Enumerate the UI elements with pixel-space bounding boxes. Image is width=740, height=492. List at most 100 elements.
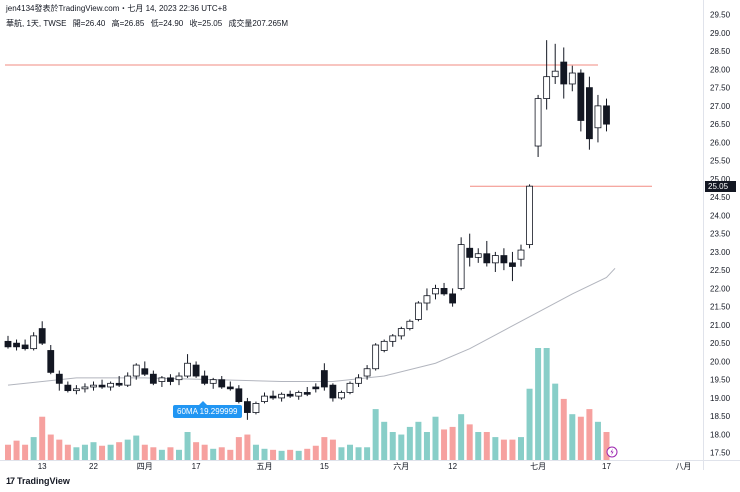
volume-bar (124, 439, 131, 460)
candle-body (603, 105, 610, 125)
volume-bar (235, 437, 242, 460)
price-tick-label: 19.00 (710, 394, 731, 403)
volume-bar (278, 450, 285, 460)
volume-bar (158, 449, 165, 460)
volume-bar (329, 439, 336, 460)
candle-body (243, 401, 251, 413)
volume-bar (107, 444, 114, 460)
price-tick-label: 22.50 (710, 266, 731, 275)
price-tick-label: 25.00 (710, 175, 731, 184)
volume-bar (312, 445, 319, 460)
tradingview-brand[interactable]: 17 TradingView (6, 476, 70, 486)
volume-bar (304, 448, 311, 460)
volume-bar (64, 444, 71, 460)
price-tick-label: 20.50 (710, 339, 731, 348)
volume-bar (441, 429, 448, 460)
candle-body (158, 377, 166, 382)
volume-bar (227, 449, 234, 460)
volume-bar (270, 449, 277, 460)
candle-body (286, 393, 294, 397)
volume-bar (569, 414, 576, 460)
volume-bar (594, 421, 601, 460)
price-tick-label: 21.50 (710, 303, 731, 312)
volume-bars (5, 348, 610, 460)
candle-body (141, 368, 149, 375)
volume-bar (193, 442, 200, 460)
candle-body (414, 302, 422, 320)
candle-body (449, 293, 457, 304)
volume-bar (90, 442, 97, 460)
volume-bar (184, 432, 191, 460)
time-tick-label: 17 (602, 462, 611, 471)
symbol-info[interactable]: 華航, 1天, TWSE (6, 19, 67, 28)
price-tick-label: 18.00 (710, 430, 731, 439)
candle-body (192, 364, 200, 377)
alert-icon[interactable] (606, 446, 618, 458)
ma-tooltip: 60MA 19.299999 (173, 401, 242, 418)
volume-bar (372, 409, 379, 460)
volume-bar (432, 416, 439, 460)
candle-body (81, 386, 89, 390)
volume-bar (150, 447, 157, 460)
candle-body (320, 370, 328, 388)
candle-body (13, 342, 20, 348)
candle-body (509, 262, 516, 267)
volume-bar (389, 432, 396, 460)
candle-body (201, 375, 209, 384)
candle-body (303, 392, 311, 395)
price-tick-label: 24.00 (710, 211, 731, 220)
candle-body (218, 379, 226, 388)
candle-body (534, 98, 542, 147)
price-tick-label: 29.00 (710, 29, 731, 38)
candle-body (551, 70, 559, 78)
volume-bar (483, 432, 490, 460)
candle-body (235, 388, 243, 402)
volume-bar (449, 426, 456, 460)
volume-bar (5, 444, 11, 460)
candle-body (346, 382, 354, 393)
volume-bar (338, 447, 345, 460)
volume-bar (364, 447, 371, 460)
candle-body (440, 288, 448, 295)
price-tick-label: 18.50 (710, 412, 731, 421)
candle-body (124, 375, 132, 386)
volume-bar (47, 434, 54, 460)
price-tick-label: 27.00 (710, 102, 731, 111)
volume-bar (406, 426, 413, 460)
volume-bar (347, 444, 353, 460)
candle-body (38, 328, 46, 344)
volume-bar (586, 409, 593, 460)
volume-bar (141, 444, 148, 460)
candle-body (543, 76, 551, 99)
time-tick-label: 12 (448, 462, 457, 471)
candle-body (149, 373, 157, 384)
volume-bar (201, 444, 208, 460)
price-tick-label: 23.00 (710, 248, 731, 257)
volume-bar (218, 447, 225, 460)
price-tick-label: 20.00 (710, 357, 731, 366)
time-tick-label: 四月 (137, 462, 153, 471)
price-axis[interactable]: 29.50 29.00 28.50 28.00 27.50 27.00 26.50 26.00… (710, 11, 731, 458)
candle-body (457, 244, 465, 289)
publish-info: jen4134發表於TradingView.com・七月 14, 2023 22… (6, 4, 227, 13)
horizontal-lines (5, 64, 652, 187)
time-tick-label: 17 (192, 462, 201, 471)
candle-body (132, 364, 140, 377)
volume-bar (535, 348, 542, 460)
candle-body (423, 295, 431, 304)
candle-body (372, 344, 380, 370)
time-tick-label: 15 (320, 462, 329, 471)
volume-bar (321, 437, 328, 460)
volume-bar (415, 421, 422, 460)
last-price-tag: 25.05 (705, 181, 736, 192)
time-tick-label: 五月 (257, 462, 273, 471)
candles (4, 40, 610, 420)
low-value: 低=24.90 (150, 19, 184, 28)
volume-bar (210, 448, 217, 460)
candle-body (55, 373, 63, 384)
volume-bar (252, 444, 259, 460)
price-tick-label: 27.50 (710, 84, 731, 93)
price-tick-label: 23.50 (710, 230, 731, 239)
time-axis[interactable]: 13 22 四月 17 五月 15 六月 12 七月 17 八月 (38, 461, 692, 471)
